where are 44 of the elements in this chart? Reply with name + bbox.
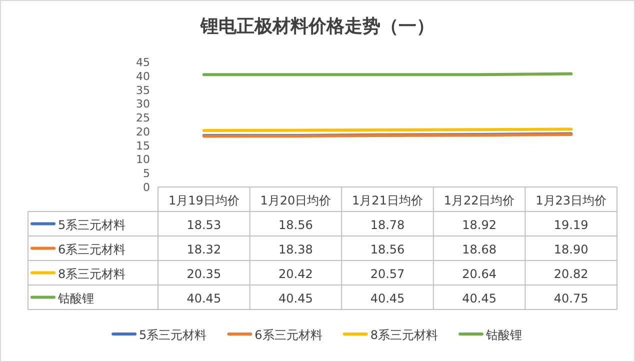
text: 6系三元材料 [254, 328, 322, 342]
x-tick-label: 1月20日均价 [260, 193, 332, 208]
y-tick-label: 10 [136, 153, 150, 166]
y-tick-label: 35 [136, 84, 150, 97]
y-tick-label: 15 [136, 139, 150, 152]
y-tick-label: 40 [136, 70, 150, 83]
text: 8系三元材料 [370, 328, 438, 342]
text: 18.53 [186, 218, 222, 232]
text: 18.78 [370, 218, 405, 232]
x-tick-label: 1月21日均价 [352, 193, 423, 208]
y-tick-label: 0 [143, 181, 150, 194]
legend-label: 8系三元材料 [58, 266, 126, 281]
legend-label: 5系三元材料 [58, 218, 126, 232]
text: 钴酸锂 [486, 328, 522, 342]
text: 18.56 [278, 218, 313, 232]
y-tick-label: 25 [136, 112, 150, 125]
text: 20.57 [370, 266, 405, 281]
text: 18.32 [186, 242, 222, 256]
text: 20.35 [186, 266, 222, 281]
x-tick-label: 1月22日均价 [444, 193, 515, 208]
y-tick-label: 45 [136, 56, 150, 69]
text: 40.45 [462, 291, 496, 306]
text: 18.38 [278, 242, 313, 256]
y-tick-label: 20 [136, 125, 150, 138]
legend-label: 6系三元材料 [58, 242, 126, 256]
text: 20.42 [278, 266, 313, 281]
text: 40.45 [370, 291, 405, 306]
text: 18.56 [370, 242, 405, 256]
legend-label: 钴酸锂 [57, 291, 94, 306]
text: 40.45 [278, 291, 313, 306]
text: 20.64 [462, 266, 496, 281]
text: 19.19 [554, 218, 588, 232]
text: 18.90 [554, 242, 588, 256]
chart-title: 锂电正极材料价格走势（一） [200, 16, 434, 37]
x-tick-label: 1月23日均价 [536, 193, 607, 208]
text: 18.92 [462, 218, 496, 232]
text: 40.45 [186, 291, 222, 306]
text: 5系三元材料 [139, 328, 207, 342]
text: 20.82 [554, 266, 588, 281]
text: 18.68 [462, 242, 496, 256]
text: 40.75 [554, 291, 588, 306]
y-tick-label: 5 [143, 167, 150, 180]
x-tick-label: 1月19日均价 [168, 193, 240, 208]
y-tick-label: 30 [136, 98, 150, 111]
